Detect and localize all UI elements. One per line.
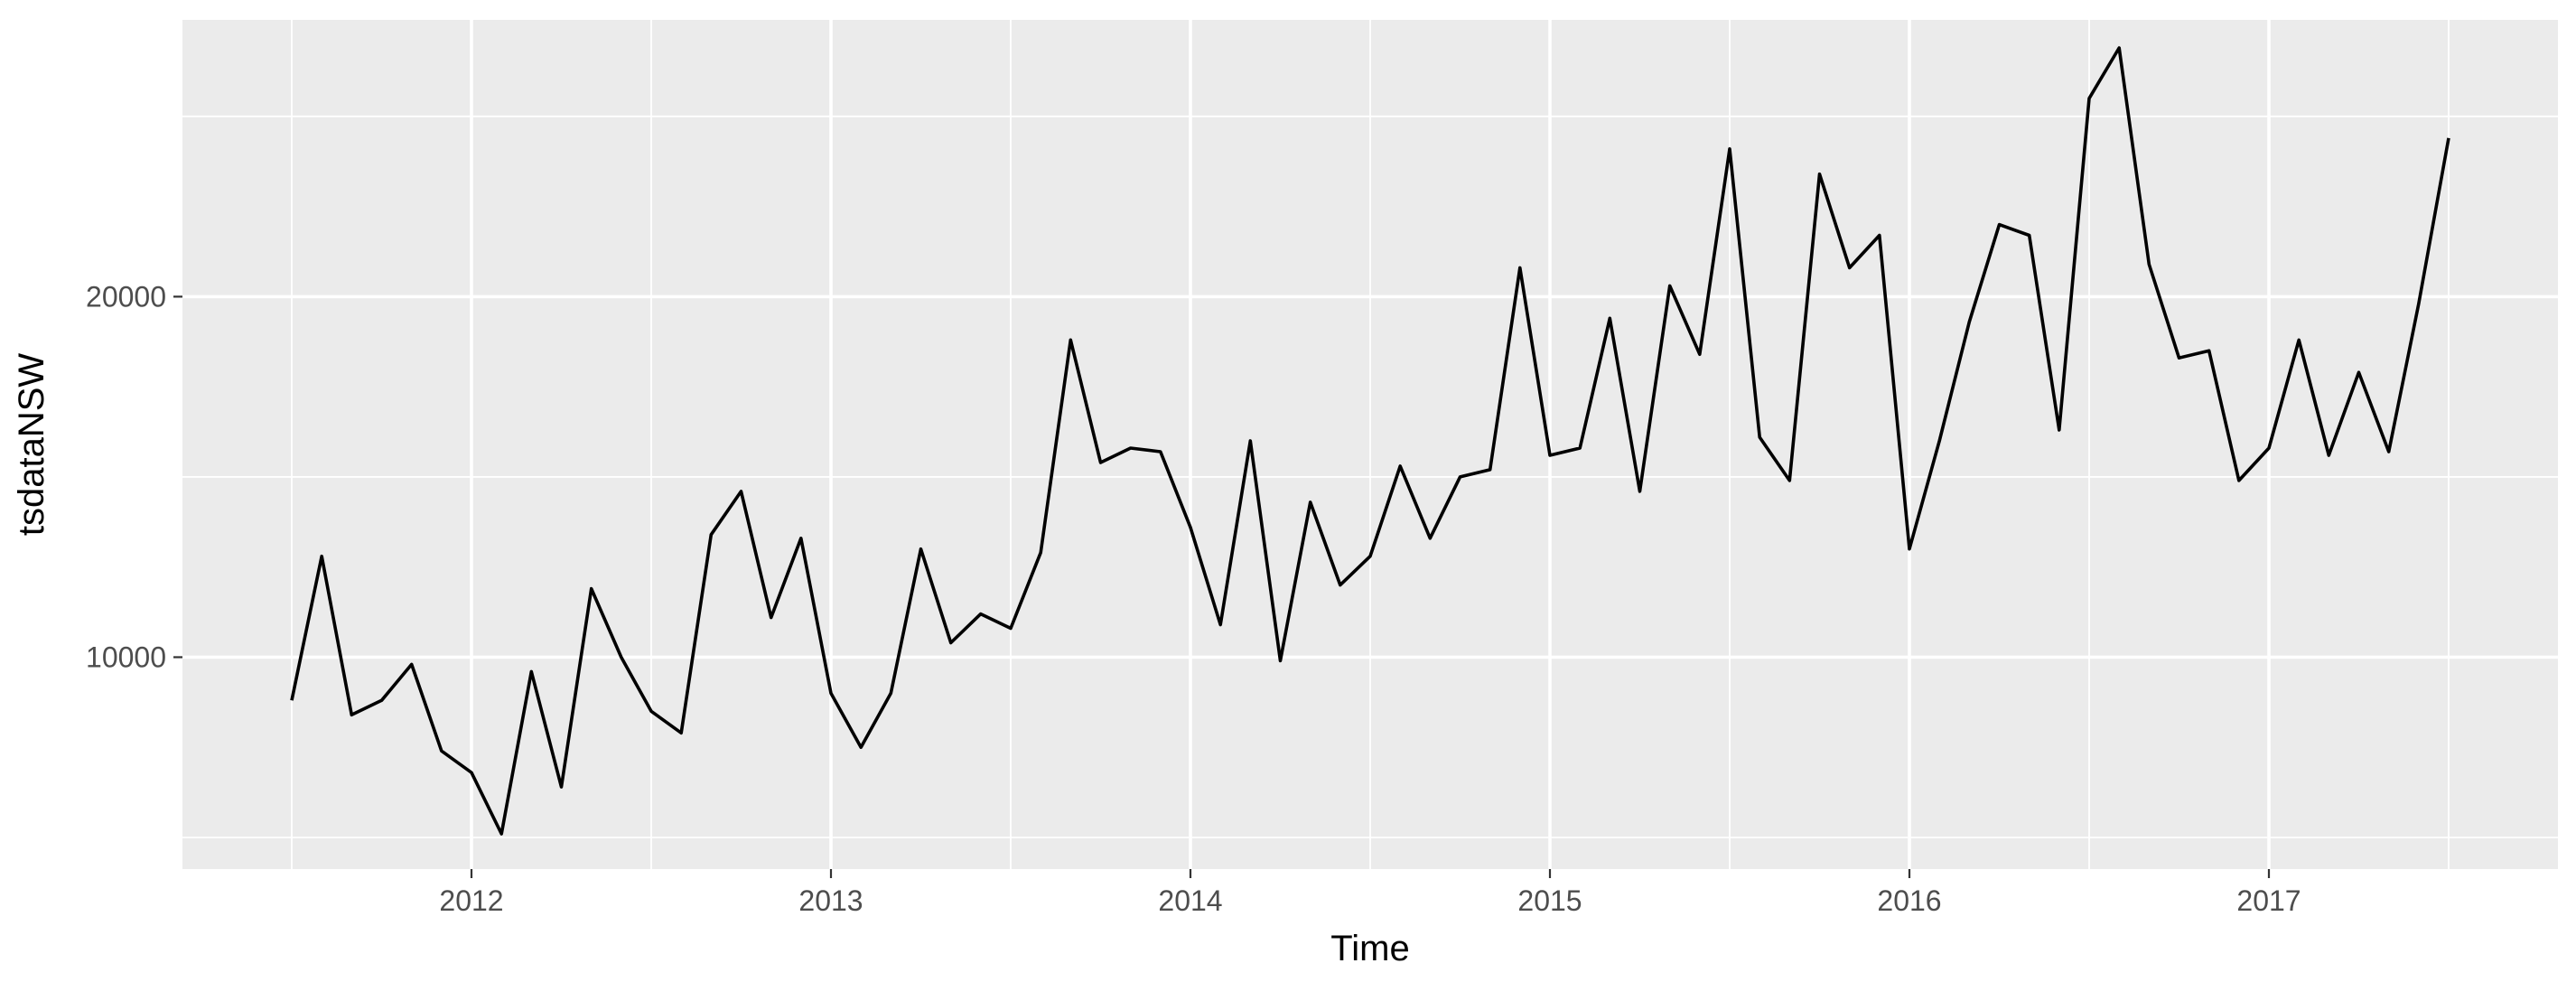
- y-axis-title: tsdataNSW: [12, 353, 51, 537]
- x-tick-label: 2013: [798, 884, 863, 917]
- x-tick-label: 2017: [2236, 884, 2301, 917]
- series-layer: [290, 46, 2450, 836]
- y-tick-label: 10000: [86, 641, 166, 673]
- y-axis: 10000 20000: [86, 280, 182, 673]
- x-axis: 2012 2013 2014 2015 2016 2017: [439, 869, 2301, 917]
- x-tick-label: 2014: [1158, 884, 1222, 917]
- x-tick-label: 2016: [1877, 884, 1941, 917]
- x-tick-label: 2015: [1517, 884, 1582, 917]
- y-tick-label: 20000: [86, 280, 166, 313]
- major-gridlines: [182, 20, 2558, 869]
- minor-gridlines: [182, 20, 2558, 869]
- x-axis-title: Time: [1330, 929, 1409, 968]
- x-tick-label: 2012: [439, 884, 503, 917]
- series-line: [290, 46, 2450, 836]
